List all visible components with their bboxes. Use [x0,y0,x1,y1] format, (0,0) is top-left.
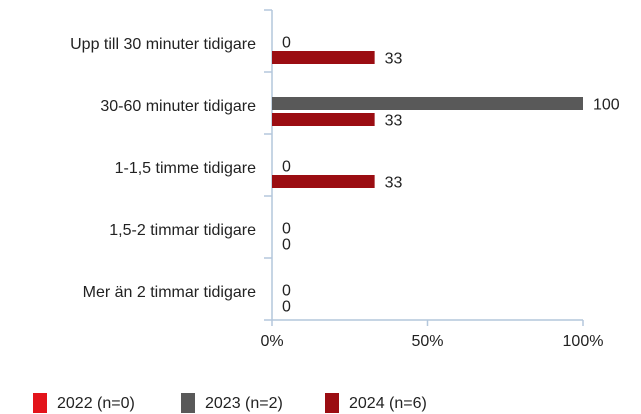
category-label: Mer än 2 timmar tidigare [83,284,256,301]
value-label: 100 [593,97,620,114]
value-label: 0 [282,35,291,52]
value-label: 0 [282,237,291,254]
legend-swatch [33,393,47,413]
value-label: 33 [385,113,403,130]
x-tick-label: 100% [563,333,604,350]
category-label: 30-60 minuter tidigare [100,98,256,115]
bar [272,51,375,64]
value-label: 33 [385,175,403,192]
value-label: 0 [282,159,291,176]
value-label: 0 [282,221,291,238]
x-tick-label: 50% [411,333,443,350]
bar [272,97,583,110]
value-label: 0 [282,283,291,300]
x-tick-label: 0% [260,333,283,350]
category-label: 1-1,5 timme tidigare [115,160,256,177]
legend-label: 2022 (n=0) [57,395,135,412]
legend-label: 2023 (n=2) [205,395,283,412]
value-label: 33 [385,51,403,68]
category-label: 1,5-2 timmar tidigare [109,222,256,239]
value-label: 0 [282,299,291,316]
legend-swatch [325,393,339,413]
legend-label: 2024 (n=6) [349,395,427,412]
bar [272,175,375,188]
bar [272,113,375,126]
legend-swatch [181,393,195,413]
category-label: Upp till 30 minuter tidigare [70,36,256,53]
